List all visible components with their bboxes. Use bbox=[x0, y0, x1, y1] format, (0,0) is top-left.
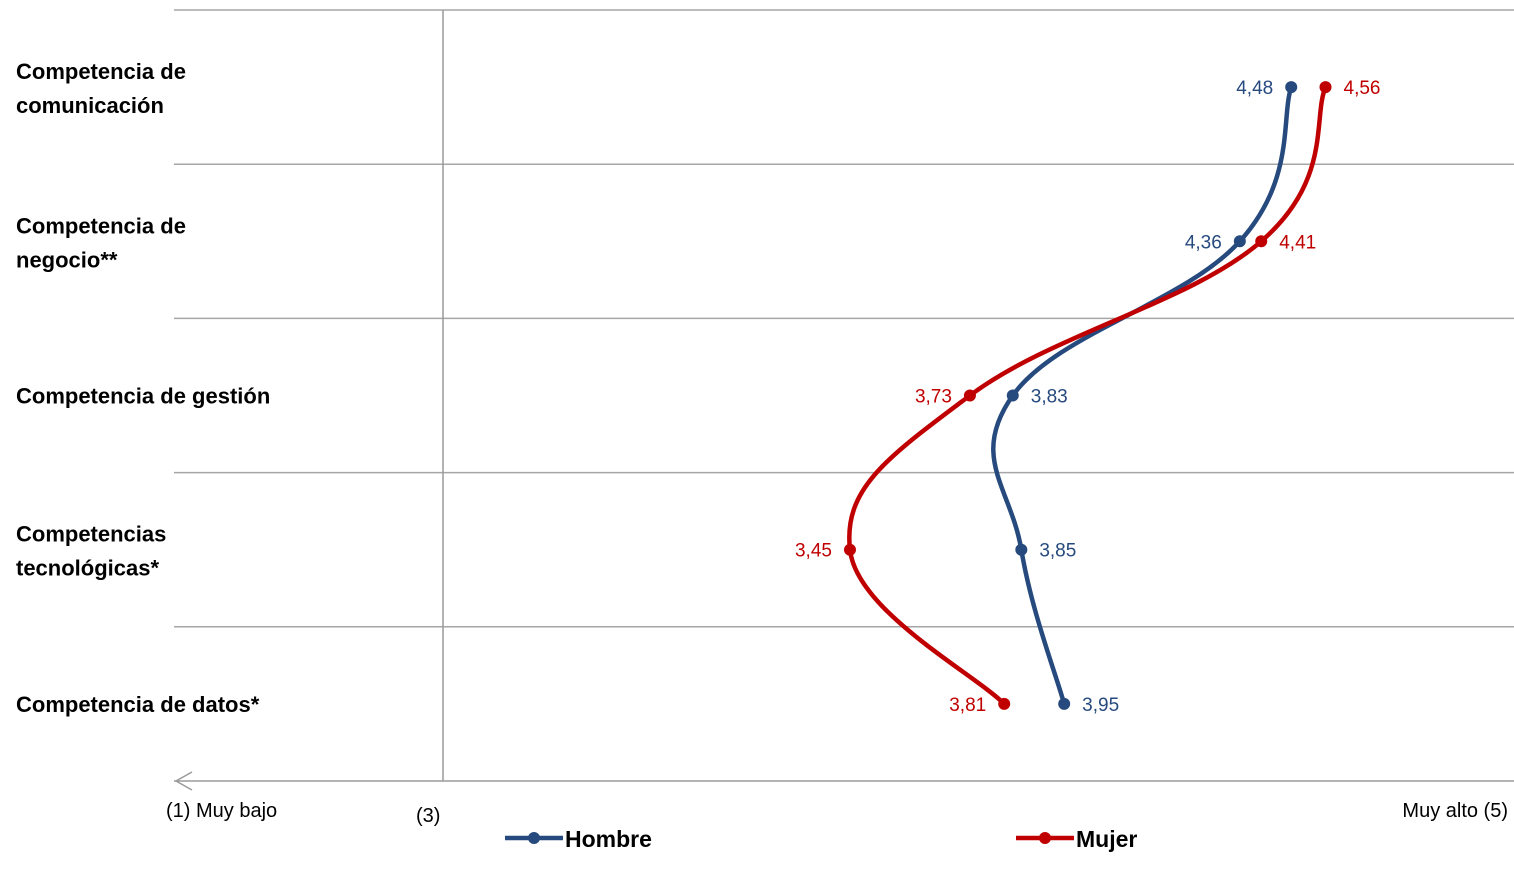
value-labels: 4,48 4,36 3,83 3,85 3,95 4,56 4,41 3,73 3,45 3,81 bbox=[795, 78, 1380, 716]
category-labels: Competencia de comunicación Competencia de… bbox=[16, 59, 270, 717]
x-tick-label-max: Muy alto (5) bbox=[1402, 800, 1508, 822]
legend-label-mujer: Mujer bbox=[1076, 826, 1137, 852]
data-point-hombre bbox=[1015, 543, 1028, 556]
data-label-hombre: 3,85 bbox=[1039, 541, 1076, 562]
data-point-mujer bbox=[963, 389, 976, 402]
x-tick-label-mid: (3) bbox=[416, 805, 440, 827]
x-tick-label-min: (1) Muy bajo bbox=[166, 800, 277, 822]
data-label-mujer: 3,73 bbox=[915, 387, 952, 408]
x-tick-labels: (1) Muy bajo (3) Muy alto (5) bbox=[166, 800, 1508, 827]
axes bbox=[174, 10, 1514, 791]
data-label-hombre: 4,48 bbox=[1236, 78, 1273, 99]
data-label-hombre: 3,83 bbox=[1031, 387, 1068, 408]
data-point-hombre bbox=[1006, 389, 1019, 402]
category-label: Competencia de negocio** bbox=[16, 213, 186, 272]
data-label-mujer: 4,41 bbox=[1279, 232, 1316, 253]
data-label-mujer: 3,45 bbox=[795, 541, 832, 562]
data-label-hombre: 4,36 bbox=[1185, 232, 1222, 253]
data-label-mujer: 4,56 bbox=[1344, 78, 1381, 99]
data-point-hombre bbox=[1285, 81, 1298, 94]
legend-marker-mujer bbox=[1039, 832, 1051, 844]
x-axis-arrow bbox=[174, 771, 193, 791]
data-point-mujer bbox=[1319, 81, 1332, 94]
category-label: Competencia de gestión bbox=[16, 384, 270, 409]
data-point-mujer bbox=[998, 697, 1011, 710]
category-label: Competencia de comunicación bbox=[16, 59, 186, 118]
category-label: Competencias tecnológicas* bbox=[16, 522, 166, 581]
data-label-hombre: 3,95 bbox=[1082, 695, 1119, 716]
data-point-hombre bbox=[1058, 697, 1071, 710]
series-line-hombre bbox=[991, 84, 1294, 707]
legend: Hombre Mujer bbox=[505, 826, 1137, 852]
category-label: Competencia de datos* bbox=[16, 692, 260, 717]
legend-marker-hombre bbox=[528, 832, 540, 844]
data-point-mujer bbox=[1255, 235, 1268, 248]
data-point-mujer bbox=[843, 543, 856, 556]
data-point-hombre bbox=[1233, 235, 1246, 248]
data-label-mujer: 3,81 bbox=[949, 695, 986, 716]
gridlines bbox=[174, 9, 1514, 628]
legend-label-hombre: Hombre bbox=[565, 826, 652, 852]
series-points bbox=[843, 81, 1332, 710]
